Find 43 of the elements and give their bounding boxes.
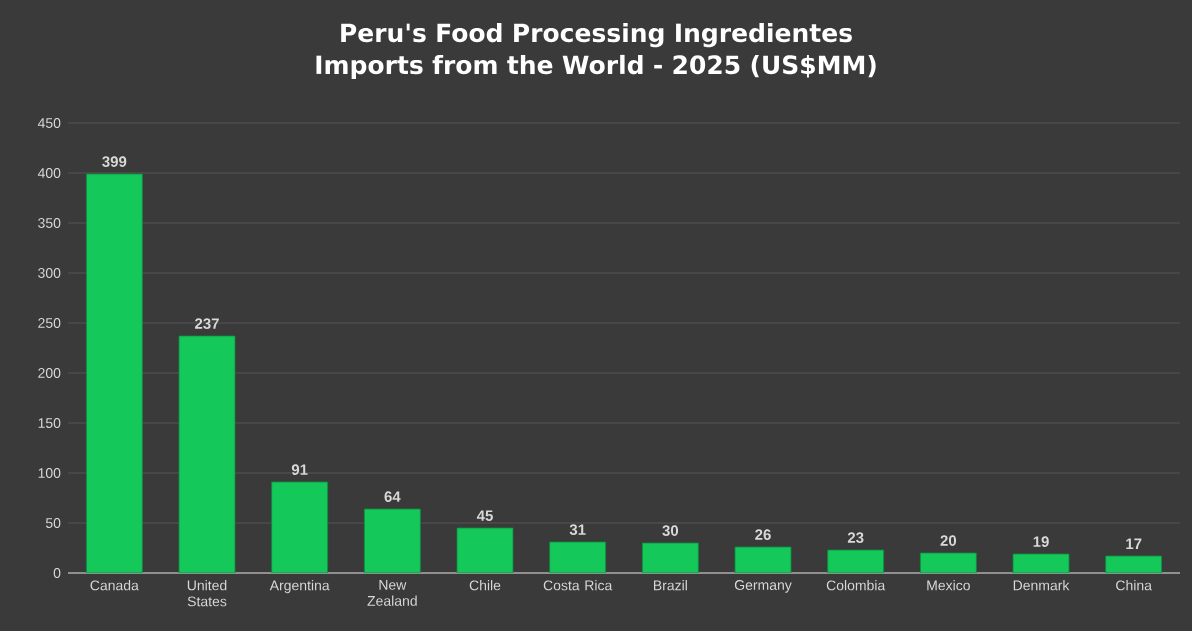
data-label: 237 [195, 318, 219, 329]
data-label: 20 [940, 535, 957, 546]
y-tick-label: 450 [37, 118, 61, 128]
x-tick-label: United States [187, 580, 227, 607]
x-tick-label: Germany [734, 580, 792, 593]
data-label: 45 [476, 510, 493, 521]
y-tick-label: 400 [37, 168, 61, 178]
x-tick-label: China [1116, 580, 1152, 591]
x-tick-label: Brazil [654, 580, 687, 591]
data-label: 399 [102, 156, 127, 167]
x-tick-label: Canada [90, 580, 139, 591]
bar [178, 335, 236, 573]
data-label: 64 [384, 491, 401, 502]
data-label: 30 [662, 525, 679, 536]
x-tick-label: New Zealand [367, 580, 417, 606]
x-tick-label: Colombia [826, 580, 886, 591]
data-label: 19 [1033, 536, 1049, 547]
y-tick-label: 350 [38, 218, 61, 228]
data-label: 17 [1126, 538, 1142, 549]
y-tick-label: 100 [38, 468, 61, 478]
y-tick-label: 250 [38, 318, 61, 328]
bar [85, 173, 143, 573]
data-label: 23 [847, 532, 864, 543]
y-tick-label: 0 [53, 568, 61, 578]
bar [271, 481, 329, 573]
x-tick-label: Mexico [927, 580, 970, 591]
bar [549, 541, 607, 573]
bar [456, 527, 514, 573]
x-tick-label: Argentina [269, 580, 330, 594]
y-tick-label: 200 [38, 368, 61, 378]
x-tick-label: Costa Rica [543, 580, 613, 591]
x-tick-label: Chile [469, 580, 501, 591]
x-tick-label: Denmark [1013, 580, 1070, 591]
bar [641, 542, 699, 573]
data-label: 31 [569, 524, 586, 535]
chart-title: Peru's Food Processing Ingredientes Imports from the World - 2025 (US$MM) [316, 22, 876, 80]
bar [827, 549, 885, 573]
bar [363, 508, 421, 573]
y-tick-label: 300 [38, 268, 61, 278]
data-label: 91 [291, 464, 308, 475]
data-label: 26 [755, 529, 771, 540]
y-tick-label: 150 [38, 418, 61, 428]
y-tick-label: 50 [45, 518, 61, 528]
